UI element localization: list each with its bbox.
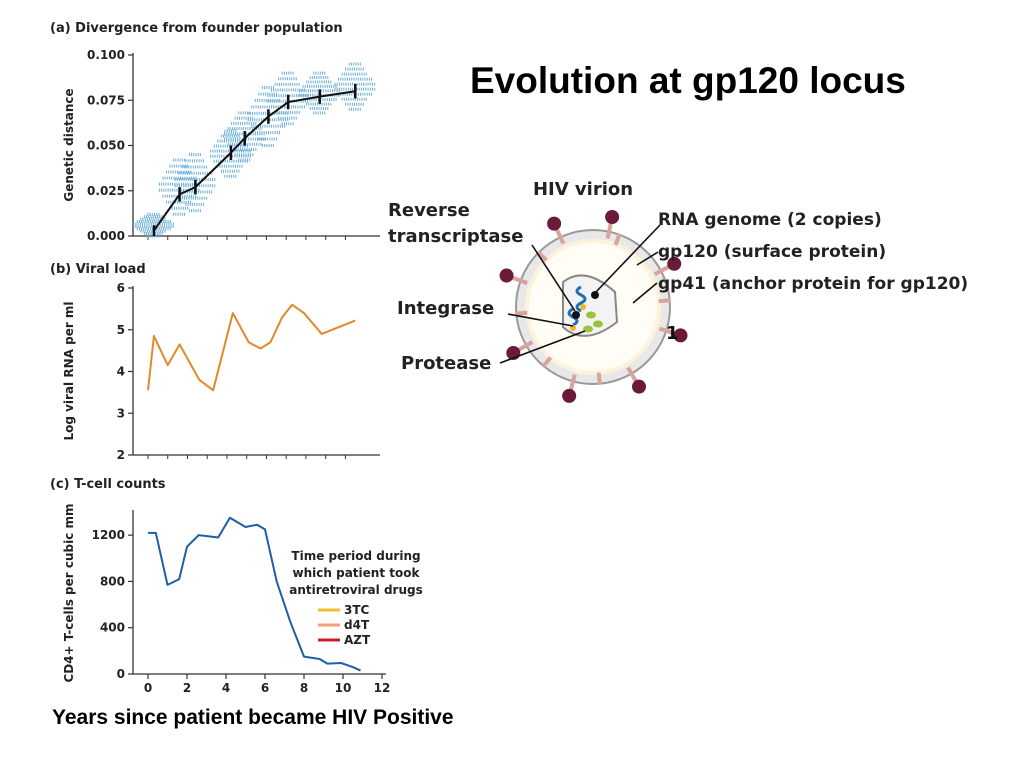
y-axis-label: Log viral RNA per ml: [62, 301, 76, 440]
chart-title: (b) Viral load: [50, 262, 146, 277]
label-gp120: gp120 (surface protein): [658, 242, 886, 262]
gp120-knob: [632, 379, 646, 394]
gp120-knob: [562, 388, 577, 403]
legend-label: d4T: [344, 618, 370, 632]
gp41-stalk: [653, 264, 670, 276]
label-rna-genome: RNA genome (2 copies): [658, 210, 882, 230]
x-tick-label: 6: [261, 681, 269, 695]
diagram-title: HIV virion: [533, 179, 633, 200]
protease-dot: [593, 320, 603, 328]
x-tick-label: 2: [183, 681, 191, 695]
gp41-marker: [515, 310, 528, 316]
reverse-transcriptase-dot: [591, 291, 599, 299]
y-tick-label: 0.075: [87, 93, 125, 107]
gp41-marker: [541, 356, 553, 369]
gp41-stalk: [554, 228, 566, 245]
label-reverse: Reverse: [388, 200, 470, 221]
legend-label: AZT: [344, 633, 371, 647]
y-tick-label: 2: [117, 448, 125, 462]
gp120-knob: [667, 256, 682, 271]
gp41-marker: [613, 233, 622, 246]
label-protease: Protease: [401, 353, 491, 374]
x-tick-label: 4: [222, 681, 230, 695]
x-axis-caption: Years since patient became HIV Positive: [52, 706, 454, 729]
hiv-virion-diagram: HIV virion Reverse transcriptase Integrase P…: [388, 179, 968, 403]
gp120-knob: [547, 216, 562, 231]
x-tick-label: 0: [144, 681, 152, 695]
series-line: [148, 516, 361, 672]
y-axis-label: Genetic distance: [62, 88, 76, 201]
y-tick-label: 0.050: [87, 139, 125, 153]
rna-strand: [575, 285, 587, 313]
y-tick-label: 1200: [92, 528, 125, 542]
protease-dot: [586, 311, 596, 319]
gp120-knob: [673, 328, 688, 343]
chart-title: (a) Divergence from founder population: [50, 21, 343, 36]
y-tick-label: 4: [117, 365, 125, 379]
leader-integrase: [507, 313, 574, 327]
leader-reverse-transcriptase: [531, 244, 576, 312]
chart-t-cell-counts: (c) T-cell counts CD4+ T-cells per cubic …: [50, 477, 423, 695]
y-tick-label: 400: [100, 621, 125, 635]
protease-dot: [583, 325, 593, 333]
x-tick-label: 8: [300, 681, 308, 695]
integrase-dot: [580, 304, 586, 310]
y-tick-label: 0.025: [87, 184, 125, 198]
y-tick-label: 6: [117, 281, 125, 295]
gp41-stalk: [511, 275, 528, 285]
slide-title: Evolution at gp120 locus: [470, 60, 906, 101]
leader-rna-genome: [594, 224, 661, 294]
label-gp41: gp41 (anchor protein for gp120): [658, 274, 968, 294]
y-tick-label: 0: [117, 667, 125, 681]
gp120-knob: [499, 268, 514, 283]
y-tick-label: 3: [117, 406, 125, 420]
leader-protease: [499, 330, 586, 364]
legend-title-line: Time period during: [291, 549, 420, 563]
slide-number: 1: [666, 323, 679, 344]
gp41-marker: [536, 250, 548, 262]
y-tick-label: 0.000: [87, 229, 125, 243]
gp120-knob: [605, 210, 620, 225]
gp41-stalk: [658, 326, 676, 336]
leader-gp41: [632, 282, 658, 304]
label-integrase: Integrase: [397, 298, 494, 319]
legend-label: 3TC: [344, 603, 370, 617]
gp41-stalk: [626, 366, 638, 383]
chart-viral-load: (b) Viral load Log viral RNA per ml 2 3 4 5 6: [50, 262, 380, 462]
y-axis-label: CD4+ T-cells per cubic mm: [62, 503, 76, 682]
x-tick-label: 10: [335, 681, 352, 695]
y-tick-label: 5: [117, 323, 125, 337]
y-tick-label: 0.100: [87, 48, 125, 62]
leader-gp120: [636, 251, 659, 266]
gp41-stalk: [568, 374, 577, 391]
legend-title-line: which patient took: [293, 566, 421, 580]
gp41-stalk: [517, 340, 534, 352]
gp41-stalk: [605, 222, 613, 239]
series-line: [147, 303, 356, 392]
gp41-marker: [658, 298, 671, 304]
label-transcriptase: transcriptase: [388, 226, 523, 247]
gp41-marker: [596, 372, 602, 385]
chart-title: (c) T-cell counts: [50, 477, 166, 492]
x-tick-label: 12: [374, 681, 391, 695]
legend-title-line: antiretroviral drugs: [289, 583, 422, 597]
chart-divergence: (a) Divergence from founder population Ge…: [50, 21, 380, 243]
y-tick-label: 800: [100, 574, 125, 588]
reverse-transcriptase-dot: [572, 311, 580, 319]
